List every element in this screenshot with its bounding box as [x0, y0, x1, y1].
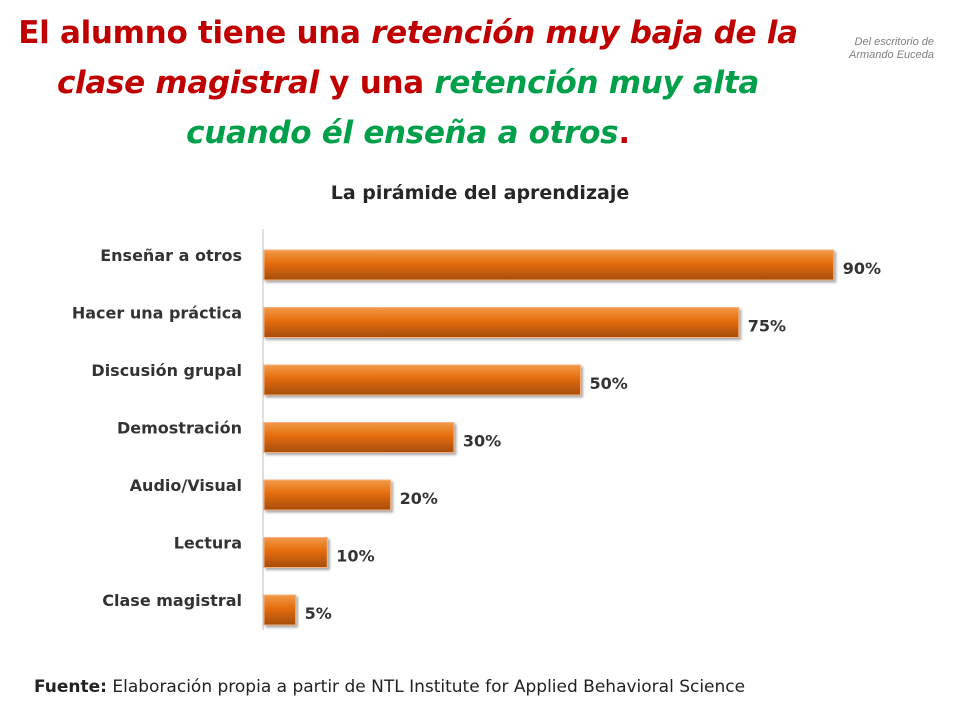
author-credit: Del escritorio de Armando Euceda: [784, 36, 934, 62]
source-note: Fuente: Elaboración propia a partir de N…: [34, 677, 745, 697]
category-label: Discusión grupal: [91, 361, 242, 380]
category-label: Demostración: [117, 419, 242, 438]
headline-part-3: y una: [318, 65, 435, 101]
value-label: 20%: [400, 489, 438, 508]
bar: [263, 537, 328, 568]
value-label: 5%: [305, 604, 332, 623]
bar: [263, 594, 297, 626]
value-label: 50%: [590, 374, 628, 393]
source-text: Elaboración propia a partir de NTL Insti…: [106, 677, 746, 697]
category-label: Hacer una práctica: [72, 304, 242, 323]
headline-part-2: retención muy baja de la clase magistral: [56, 15, 798, 101]
category-label: Audio/Visual: [130, 476, 242, 495]
category-label: Clase magistral: [102, 591, 242, 610]
bar: [263, 479, 392, 511]
author-credit-line-1: Del escritorio de: [854, 36, 934, 48]
bar: [263, 422, 455, 453]
category-label: Enseñar a otros: [100, 246, 242, 265]
chart-title: La pirámide del aprendizaje: [330, 182, 630, 204]
category-label: Lectura: [174, 534, 242, 553]
headline-part-4: retención muy alta cuando él enseña a ot…: [186, 65, 760, 151]
headline-part-5: .: [618, 115, 630, 151]
value-label: 30%: [463, 432, 501, 451]
value-label: 90%: [843, 259, 881, 278]
bar: [263, 364, 581, 396]
author-credit-line-2: Armando Euceda: [849, 49, 934, 61]
bar: [263, 307, 740, 338]
bar: [263, 249, 835, 281]
headline: El alumno tiene una retención muy baja d…: [18, 8, 798, 158]
headline-part-1: El alumno tiene una: [18, 15, 372, 51]
source-label: Fuente:: [34, 677, 107, 697]
value-label: 10%: [336, 547, 374, 566]
value-label: 75%: [748, 317, 786, 336]
